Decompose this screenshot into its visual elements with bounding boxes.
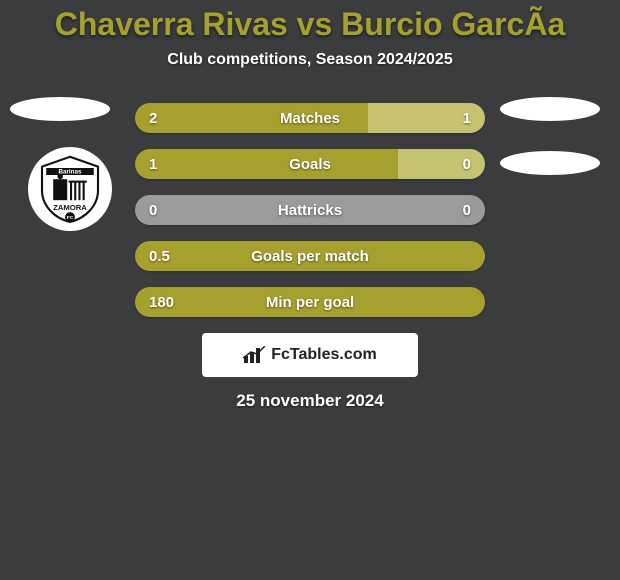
- page-title: Chaverra Rivas vs Burcio GarcÃa: [0, 6, 620, 43]
- stat-value-right: 0: [463, 195, 471, 225]
- stat-value-right: 0: [463, 149, 471, 179]
- stat-label: Goals: [135, 149, 485, 179]
- club-logo-player1: Barinas ZAMORA FC: [28, 147, 112, 231]
- player-ellipse-left: [10, 97, 110, 121]
- brand-badge: FcTables.com: [202, 333, 418, 377]
- stat-label: Min per goal: [135, 287, 485, 317]
- comparison-card: Chaverra Rivas vs Burcio GarcÃa Club com…: [0, 0, 620, 580]
- stat-row: 1Goals0: [135, 149, 485, 179]
- stat-label: Goals per match: [135, 241, 485, 271]
- brand-text: FcTables.com: [271, 346, 377, 364]
- zamora-badge-icon: Barinas ZAMORA FC: [35, 154, 105, 224]
- stat-label: Hattricks: [135, 195, 485, 225]
- player-ellipse-right: [500, 151, 600, 175]
- stats-area: Barinas ZAMORA FC 2Matches11Goals00Hattr…: [0, 103, 620, 317]
- svg-text:FC: FC: [67, 215, 74, 221]
- stat-row: 0.5Goals per match: [135, 241, 485, 271]
- stat-row: 0Hattricks0: [135, 195, 485, 225]
- svg-text:ZAMORA: ZAMORA: [53, 203, 87, 212]
- stat-row: 180Min per goal: [135, 287, 485, 317]
- stat-value-right: 1: [463, 103, 471, 133]
- bar-chart-icon: [243, 346, 265, 364]
- stat-rows: 2Matches11Goals00Hattricks00.5Goals per …: [135, 103, 485, 317]
- stat-row: 2Matches1: [135, 103, 485, 133]
- date-text: 25 november 2024: [0, 391, 620, 411]
- subtitle: Club competitions, Season 2024/2025: [0, 51, 620, 69]
- stat-label: Matches: [135, 103, 485, 133]
- player-ellipse-right: [500, 97, 600, 121]
